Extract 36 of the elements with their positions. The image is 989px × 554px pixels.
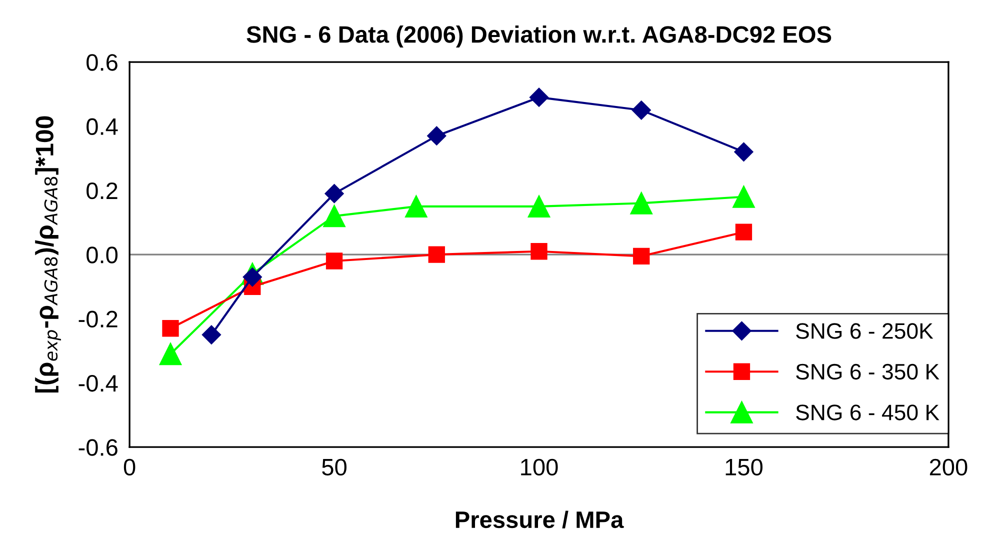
y-tick-label: 0.6 — [86, 54, 118, 71]
point — [159, 342, 182, 366]
point — [528, 195, 550, 218]
y-tick-label: -0.4 — [78, 374, 118, 392]
point — [633, 248, 650, 264]
y-tick-label: -0.2 — [78, 310, 118, 328]
y-tick-label: 0.2 — [86, 182, 118, 200]
legend-label: SNG 6 - 350 K — [796, 364, 940, 380]
y-tick-label: 0.4 — [86, 118, 118, 136]
point — [630, 192, 652, 214]
point — [323, 204, 346, 228]
point — [326, 252, 343, 270]
x-axis-title: Pressure / MPa — [456, 510, 624, 528]
legend-label: SNG 6 - 450 K — [796, 404, 940, 420]
point — [732, 186, 755, 208]
point — [530, 243, 548, 260]
y-tick-label: -0.6 — [78, 439, 118, 456]
point — [734, 142, 754, 162]
legend-label: SNG 6 - 250K — [796, 323, 934, 339]
point — [162, 320, 179, 337]
point — [428, 246, 445, 263]
point — [529, 88, 549, 107]
x-tick-label: 150 — [726, 458, 763, 476]
point — [405, 195, 428, 218]
point — [427, 126, 446, 146]
x-tick-label: 50 — [322, 458, 346, 476]
point — [202, 325, 221, 344]
x-tick-label: 200 — [930, 458, 968, 476]
chart-title: SNG - 6 Data (2006) Deviation w.r.t. AGA8-DC92 EOS — [246, 25, 832, 48]
x-tick-label: 100 — [521, 458, 558, 476]
x-tick-label: 0 — [124, 458, 136, 476]
point — [632, 100, 651, 120]
y-tick-label: 0.0 — [86, 246, 118, 264]
point — [324, 184, 344, 204]
point — [735, 224, 752, 240]
y-axis-title: [(ρ$_{exp}$-ρ$_{AGA8}$)/ρ$_{AGA8}$]*100 — [35, 116, 61, 393]
